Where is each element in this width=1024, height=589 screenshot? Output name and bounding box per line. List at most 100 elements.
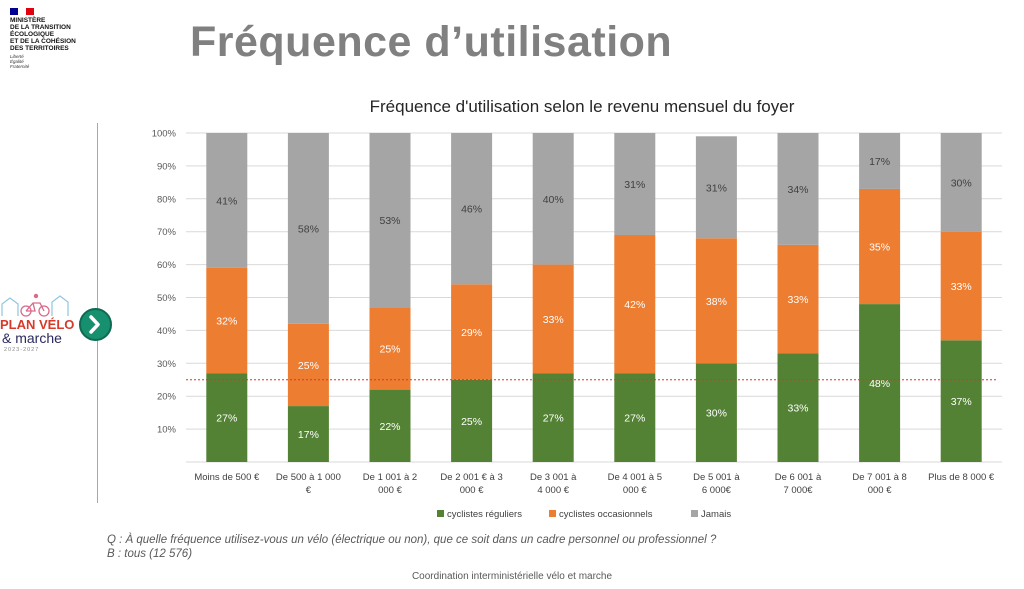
bar-segment bbox=[695, 238, 737, 364]
data-label: 33% bbox=[951, 281, 972, 293]
y-tick-label: 20% bbox=[157, 392, 177, 403]
x-tick-label: De 3 001 à bbox=[530, 472, 577, 483]
stacked-bar-chart: 100% 90% 80% 70% 60% 50% 40% 30% 20% 10% 27% 32% 41%… bbox=[152, 129, 1002, 520]
bar-segment bbox=[287, 323, 329, 407]
data-label: 38% bbox=[706, 296, 727, 308]
y-tick-label: 70% bbox=[157, 227, 177, 238]
plan-velo-subtitle: & marche bbox=[2, 330, 62, 346]
bar-segment bbox=[777, 133, 819, 245]
motto-line: Liberté bbox=[10, 54, 24, 59]
footer-text: Coordination interministérielle vélo et … bbox=[411, 571, 613, 582]
ministry-line: DES TERRITOIRES bbox=[10, 45, 69, 52]
plan-velo-title: PLAN VÉLO bbox=[0, 317, 75, 332]
bicycle-houses-icon bbox=[1, 293, 69, 317]
bar-segment bbox=[614, 234, 656, 374]
bar-segment bbox=[369, 133, 411, 308]
bar-segment bbox=[940, 231, 982, 341]
ministry-logo: MINISTÈRE DE LA TRANSITION ÉCOLOGIQUE ET… bbox=[10, 8, 110, 69]
bar-segment bbox=[859, 304, 901, 462]
data-label: 22% bbox=[379, 421, 400, 433]
legend-swatch bbox=[691, 510, 698, 517]
data-label: 42% bbox=[624, 299, 645, 311]
x-tick-label: De 1 001 à 2 bbox=[363, 472, 417, 483]
legend-label: Jamais bbox=[701, 509, 731, 520]
data-label: 17% bbox=[298, 429, 319, 441]
bar-segment bbox=[532, 264, 574, 374]
base-text: B : tous (12 576) bbox=[107, 548, 193, 560]
ministry-line: DE LA TRANSITION bbox=[10, 24, 71, 31]
bar-segment bbox=[369, 389, 411, 462]
bar-segment bbox=[777, 244, 819, 354]
ministry-line: ET DE LA COHÉSION bbox=[10, 38, 76, 45]
bar-segment bbox=[532, 133, 574, 265]
data-label: 29% bbox=[461, 327, 482, 339]
data-label: 30% bbox=[706, 408, 727, 420]
bar-segment bbox=[859, 188, 901, 305]
data-label: 32% bbox=[216, 316, 237, 328]
survey-question: Q : À quelle fréquence utilisez-vous un … bbox=[107, 533, 716, 561]
ministry-line: MINISTÈRE bbox=[10, 17, 46, 24]
republic-motto: Liberté Égalité Fraternité bbox=[10, 54, 110, 69]
data-label: 41% bbox=[216, 195, 237, 207]
bar-segment bbox=[695, 136, 737, 239]
x-tick-label: De 6 001 à bbox=[775, 472, 822, 483]
chart-title: Fréquence d'utilisation selon le revenu … bbox=[369, 97, 795, 116]
x-tick-label: De 2 001 € à 3 bbox=[440, 472, 502, 483]
x-tick-label: 000 € bbox=[460, 485, 484, 496]
bar-segment bbox=[451, 379, 493, 462]
bar-segment bbox=[206, 267, 248, 374]
motto-line: Fraternité bbox=[10, 64, 30, 69]
bar-segment bbox=[859, 133, 901, 189]
y-tick-label: 30% bbox=[157, 359, 177, 370]
x-tick-label: 000 € bbox=[623, 485, 647, 496]
data-label: 33% bbox=[543, 314, 564, 326]
y-tick-label: 100% bbox=[152, 129, 177, 140]
data-label: 31% bbox=[706, 182, 727, 194]
bar-segment bbox=[287, 133, 329, 324]
data-label: 40% bbox=[543, 194, 564, 206]
next-arrow-button[interactable] bbox=[79, 308, 112, 341]
data-label: 33% bbox=[787, 294, 808, 306]
data-label: 27% bbox=[543, 413, 564, 425]
bar-segment bbox=[206, 133, 248, 268]
bar-segment bbox=[940, 340, 982, 462]
x-tick-label: 000 € bbox=[378, 485, 402, 496]
data-label: 25% bbox=[379, 343, 400, 355]
bar-segment bbox=[614, 373, 656, 462]
data-label: 46% bbox=[461, 204, 482, 216]
data-label: 25% bbox=[298, 360, 319, 372]
bar-segment bbox=[287, 406, 329, 462]
data-label: 33% bbox=[787, 403, 808, 415]
data-label: 37% bbox=[951, 396, 972, 408]
data-label: 27% bbox=[624, 413, 645, 425]
legend-label: cyclistes occasionnels bbox=[559, 509, 653, 520]
data-label: 34% bbox=[787, 184, 808, 196]
legend-swatch bbox=[549, 510, 556, 517]
french-flag-icon bbox=[10, 8, 34, 15]
data-label: 48% bbox=[869, 378, 890, 390]
y-tick-label: 60% bbox=[157, 260, 177, 271]
x-tick-label: De 4 001 à 5 bbox=[608, 472, 662, 483]
bar-segment bbox=[451, 133, 493, 285]
data-label: 17% bbox=[869, 156, 890, 168]
data-label: 35% bbox=[869, 242, 890, 254]
question-text: Q : À quelle fréquence utilisez-vous un … bbox=[107, 534, 717, 546]
ministry-name: MINISTÈRE DE LA TRANSITION ÉCOLOGIQUE ET… bbox=[10, 17, 110, 52]
bar-segment bbox=[206, 373, 248, 462]
y-tick-label: 50% bbox=[157, 293, 177, 304]
x-tick-label: 7 000€ bbox=[783, 485, 813, 496]
plan-velo-logo: PLAN VÉLO & marche 2023-2027 bbox=[0, 292, 80, 362]
data-label: 27% bbox=[216, 413, 237, 425]
data-label: 31% bbox=[624, 179, 645, 191]
x-tick-label: De 7 001 à 8 bbox=[852, 472, 906, 483]
x-tick-label: € bbox=[306, 485, 312, 496]
legend-swatch bbox=[437, 510, 444, 517]
motto-line: Égalité bbox=[10, 59, 24, 64]
bar-segment bbox=[451, 284, 493, 380]
bar-segment bbox=[940, 133, 982, 232]
x-tick-label: 6 000€ bbox=[702, 485, 732, 496]
bar-segment bbox=[614, 133, 656, 235]
x-tick-label: De 5 001 à bbox=[693, 472, 740, 483]
y-tick-label: 90% bbox=[157, 161, 177, 172]
y-tick-label: 10% bbox=[157, 425, 177, 436]
